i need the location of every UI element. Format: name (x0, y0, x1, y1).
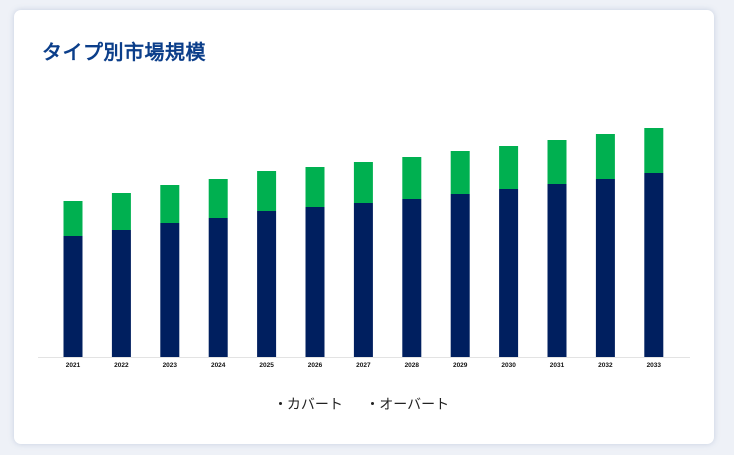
x-tick-label: 2025 (259, 362, 274, 369)
x-tick-label: 2024 (211, 362, 226, 369)
x-tick-label: 2026 (308, 362, 323, 369)
x-tick-label: 2029 (453, 362, 468, 369)
x-tick-label: 2030 (501, 362, 516, 369)
bar-2033-covert[interactable] (644, 173, 664, 357)
bar-2027-covert[interactable] (353, 203, 373, 357)
legend-item-overt[interactable]: オーバート (371, 394, 449, 414)
legend-label: カバート (286, 396, 343, 413)
bar-2021-overt[interactable] (63, 201, 83, 236)
bar-2021-covert[interactable] (63, 236, 83, 357)
chart-card: タイプ別市場規模 2021 2022 2023 2024 2025 2026 2027 202… (14, 10, 714, 444)
stacked-bar-chart: 2021 2022 2023 2024 2025 2026 2027 2028 2029 2030… (38, 128, 690, 369)
legend: カバート オーバート (14, 393, 714, 414)
bar-2031-covert[interactable] (547, 184, 567, 357)
bar-2030-covert[interactable] (499, 189, 519, 357)
legend-bullet-icon (371, 402, 375, 405)
chart-title: タイプ別市場規模 (42, 40, 206, 64)
x-tick-label: 2023 (163, 362, 178, 369)
x-tick-label: 2028 (405, 362, 420, 369)
bar-2025-covert[interactable] (257, 211, 277, 357)
x-tick-label: 2032 (598, 362, 613, 369)
bar-2025-overt[interactable] (257, 171, 277, 211)
x-tick-label: 2033 (647, 362, 662, 369)
bar-2026-overt[interactable] (305, 167, 325, 207)
bar-2023-overt[interactable] (160, 185, 180, 223)
bar-2026-covert[interactable] (305, 207, 325, 357)
x-tick-label: 2031 (550, 362, 565, 369)
bar-2022-overt[interactable] (111, 193, 131, 230)
bar-2033-overt[interactable] (644, 128, 664, 173)
bar-2030-overt[interactable] (499, 146, 519, 189)
x-tick-label: 2021 (66, 362, 81, 369)
bar-2027-overt[interactable] (353, 162, 373, 203)
bar-2028-covert[interactable] (402, 199, 422, 357)
bar-2029-overt[interactable] (450, 151, 470, 194)
bar-2028-overt[interactable] (402, 157, 422, 199)
legend-item-covert[interactable]: カバート (278, 394, 343, 414)
bar-2029-covert[interactable] (450, 194, 470, 357)
bar-2031-overt[interactable] (547, 140, 567, 184)
legend-bullet-icon (278, 402, 282, 405)
bar-2022-covert[interactable] (111, 230, 131, 357)
x-tick-label: 2027 (356, 362, 371, 369)
legend-label: オーバート (379, 396, 450, 413)
bar-2024-covert[interactable] (208, 218, 228, 357)
bar-2024-overt[interactable] (208, 179, 228, 218)
x-tick-label: 2022 (114, 362, 129, 369)
bar-2023-covert[interactable] (160, 223, 180, 357)
bar-2032-overt[interactable] (595, 134, 615, 179)
bar-2032-covert[interactable] (595, 179, 615, 357)
